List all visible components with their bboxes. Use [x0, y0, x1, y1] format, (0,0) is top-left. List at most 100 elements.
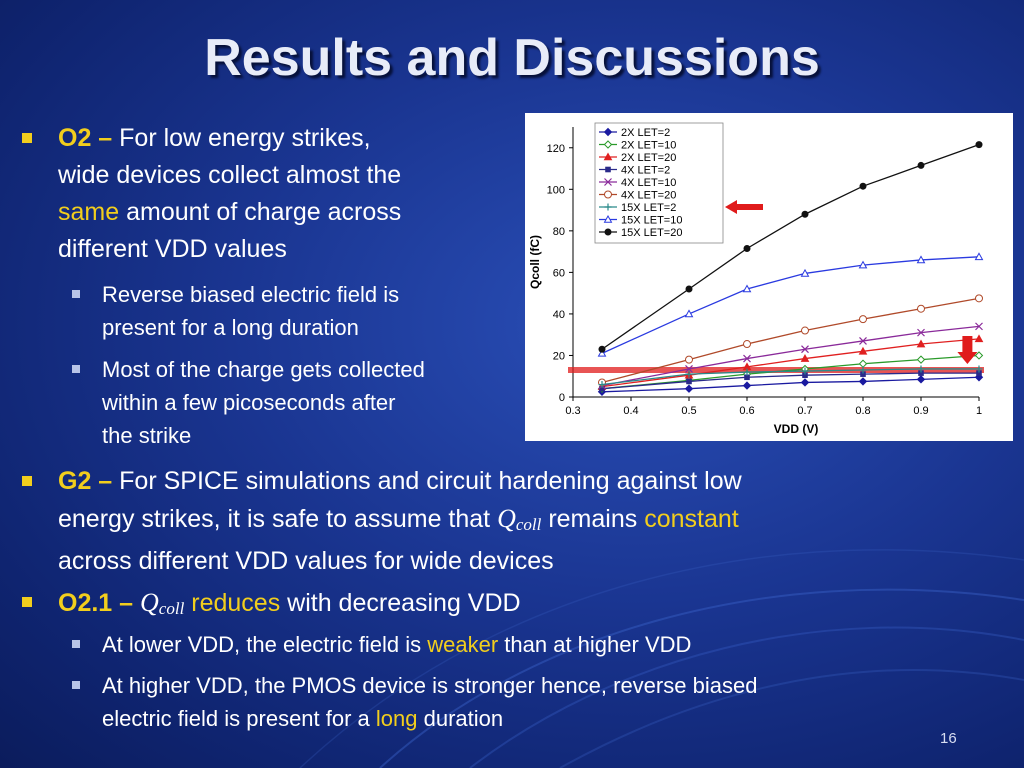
- x-tick-label: 0.4: [623, 405, 638, 417]
- legend-marker: [603, 214, 613, 223]
- data-point: [858, 359, 868, 368]
- data-point: [684, 384, 694, 393]
- y-tick-label: 120: [547, 143, 565, 155]
- data-point: [685, 365, 693, 373]
- series-4x-let-20: [598, 294, 983, 387]
- o21-sub2-line1: At higher VDD, the PMOS device is strong…: [102, 673, 758, 698]
- data-point: [801, 345, 809, 354]
- data-point: [976, 370, 982, 376]
- bullet-marker: [22, 597, 32, 607]
- g2-line1: For SPICE simulations and circuit harden…: [119, 467, 742, 495]
- bullet-o21: O2.1 – Qcoll reduces with decreasing VDD: [22, 584, 1002, 624]
- data-point: [917, 365, 925, 373]
- data-point: [597, 348, 607, 357]
- x-tick-label: 0.3: [565, 405, 580, 417]
- series-15x-let-2: [598, 365, 983, 389]
- data-point: [599, 385, 605, 392]
- o21-label: O2.1 –: [58, 589, 134, 617]
- g2-highlight-constant: constant: [644, 505, 739, 533]
- data-point: [598, 345, 606, 353]
- y-tick-label: 60: [553, 267, 565, 279]
- g2-label: G2 –: [58, 467, 113, 495]
- o21-highlight-long: long: [375, 706, 418, 731]
- series-2x-let-20: [597, 334, 984, 390]
- legend-entry: 2X LET=10: [621, 140, 676, 152]
- legend-entry: 4X LET=2: [621, 165, 670, 177]
- g2-line2a: energy strikes, it is safe to assume tha…: [58, 505, 491, 533]
- o2-sub1-line1: Reverse biased electric field is: [102, 282, 400, 307]
- x-axis-label: VDD (V): [774, 422, 819, 436]
- qcoll-vs-vdd-chart: 0.3 0.4 0.5 0.6 0.7 0.8 0.9 1 0 20 40 60 80 100 120 VDD…: [525, 113, 1013, 441]
- data-point: [916, 375, 926, 384]
- data-point: [974, 334, 984, 343]
- data-point: [858, 346, 868, 355]
- y-axis-label: Qcoll (fC): [528, 235, 542, 289]
- sub-bullet-marker: [72, 290, 80, 298]
- data-point: [975, 141, 983, 149]
- data-point: [917, 328, 925, 337]
- series-4x-let-2: [599, 370, 982, 392]
- series-15x-let-20: [598, 141, 983, 353]
- legend-entry: 15X LET=20: [621, 227, 682, 239]
- o2-line2: wide devices collect almost the: [58, 161, 402, 189]
- x-tick-label: 0.5: [681, 405, 696, 417]
- data-point: [744, 374, 750, 381]
- data-point: [743, 340, 751, 349]
- legend-entry: 15X LET=10: [621, 215, 682, 227]
- bullet-o21-sub2: At higher VDD, the PMOS device is strong…: [72, 669, 992, 735]
- o2-label: O2 –: [58, 124, 113, 152]
- legend-marker: [605, 166, 611, 173]
- y-tick-label: 80: [553, 226, 565, 238]
- g2-line2b: remains: [548, 505, 638, 533]
- o2-line3: amount of charge across: [126, 198, 402, 226]
- data-point: [859, 315, 867, 324]
- data-point: [685, 285, 693, 293]
- legend-marker: [603, 140, 613, 149]
- o2-sub2-line3: the strike: [102, 423, 192, 448]
- legend-entry: 2X LET=20: [621, 152, 676, 164]
- x-tick-label: 0.9: [913, 405, 928, 417]
- data-point: [859, 366, 867, 374]
- page-number: 16: [940, 730, 957, 747]
- y-tick-label: 20: [553, 350, 565, 362]
- o21-highlight-reduces: reduces: [191, 589, 281, 617]
- o2-line1: For low energy strikes,: [119, 124, 371, 152]
- x-tick-label: 0.6: [739, 405, 754, 417]
- y-tick-label: 40: [553, 309, 565, 321]
- y-tick-label: 0: [559, 392, 565, 404]
- data-point: [859, 336, 867, 345]
- data-point: [743, 245, 751, 252]
- data-point: [801, 367, 809, 375]
- o2-line4: different VDD values: [58, 235, 287, 263]
- legend-entry: 15X LET=2: [621, 202, 676, 214]
- data-point: [917, 161, 925, 169]
- data-point: [975, 294, 983, 303]
- highlight-band: [568, 367, 984, 373]
- slide-title: Results and Discussions: [204, 29, 820, 87]
- x-tick-label: 0.8: [855, 405, 870, 417]
- data-point: [916, 339, 926, 348]
- bullet-o2-sub2: Most of the charge gets collected within…: [72, 353, 522, 452]
- bullet-o2: O2 – For low energy strikes, wide device…: [22, 120, 502, 270]
- sub-bullet-marker: [72, 640, 80, 648]
- sub-bullet-marker: [72, 681, 80, 689]
- o2-sub1-line2: present for a long duration: [102, 315, 359, 340]
- series-15x-let-10: [597, 252, 984, 357]
- data-point: [860, 371, 866, 377]
- data-point: [918, 370, 924, 376]
- o21-sub1a: At lower VDD, the electric field is: [102, 632, 422, 657]
- data-point: [975, 365, 983, 373]
- legend-marker: [604, 228, 612, 236]
- data-point: [974, 252, 984, 261]
- data-point: [742, 284, 752, 293]
- legend-entry: 4X LET=20: [621, 190, 676, 202]
- bullet-marker: [22, 476, 32, 486]
- data-point: [685, 355, 693, 364]
- o21-sub1b: than at higher VDD: [504, 632, 692, 657]
- o21-highlight-weaker: weaker: [427, 632, 499, 657]
- legend-marker: [604, 203, 612, 211]
- o21-sub2a: electric field is present for a: [102, 706, 370, 731]
- data-point: [686, 378, 692, 385]
- data-point: [743, 368, 751, 376]
